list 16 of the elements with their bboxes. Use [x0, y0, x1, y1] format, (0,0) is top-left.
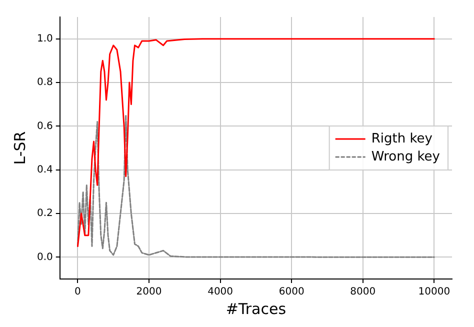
x-tick-label: 10000: [418, 286, 450, 298]
x-tick-label: 0: [74, 286, 81, 298]
legend-label: Wrong key: [371, 149, 440, 164]
y-tick-label: 0.6: [36, 120, 53, 132]
y-tick-label: 0.0: [36, 252, 53, 263]
y-tick-label: 1.0: [36, 33, 53, 44]
legend-label: Rigth key: [371, 131, 433, 146]
y-tick-label: 0.2: [36, 208, 53, 220]
y-axis-title: L-SR: [10, 131, 29, 165]
x-axis-title: #Traces: [226, 300, 286, 318]
x-tick-label: 4000: [208, 286, 234, 298]
x-tick-label: 2000: [136, 286, 162, 298]
y-tick-label: 0.8: [36, 77, 53, 88]
x-tick-label: 8000: [350, 286, 376, 298]
y-tick-label: 0.4: [36, 164, 53, 176]
x-tick-label: 6000: [278, 286, 304, 298]
